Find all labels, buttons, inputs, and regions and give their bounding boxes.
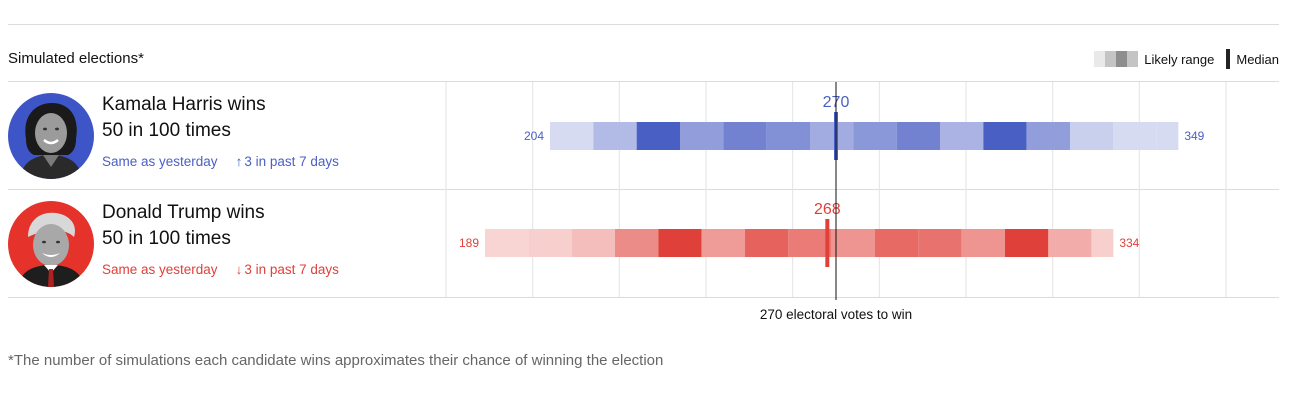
candidate-name: Donald Trump wins <box>102 202 265 223</box>
daily-change: Same as yesterday <box>102 154 218 169</box>
range-bin <box>896 122 940 150</box>
range-bin <box>810 122 854 150</box>
row-divider <box>8 297 1279 298</box>
range-bin <box>701 229 745 257</box>
median-marker <box>825 219 830 267</box>
range-bin <box>940 122 984 150</box>
likely-range-label: Likely range <box>1144 51 1215 67</box>
range-max-label: 349 <box>1184 129 1204 143</box>
range-bin <box>1026 122 1070 150</box>
range-bin <box>636 122 680 150</box>
range-bin <box>918 229 962 257</box>
swatch-cell <box>1127 51 1139 67</box>
trump-avatar <box>8 201 94 287</box>
range-bin <box>485 229 529 257</box>
swatch-cell <box>1105 51 1117 67</box>
range-bin <box>853 122 897 150</box>
median-value-label: 268 <box>814 201 841 218</box>
harris-avatar <box>8 93 94 179</box>
candidate-row-trump: Donald Trump wins 50 in 100 times Same a… <box>8 190 438 297</box>
candidate-change: Same as yesterday ↑ 3 in past 7 days <box>102 154 357 169</box>
range-bin <box>615 229 659 257</box>
section-title: Simulated elections* <box>8 50 144 67</box>
weekly-change: 3 in past 7 days <box>244 154 339 169</box>
legend: Likely range Median <box>1094 49 1279 69</box>
range-bin <box>658 229 702 257</box>
threshold-label: 270 electoral votes to win <box>760 307 912 322</box>
range-bin <box>1005 229 1049 257</box>
candidate-name: Kamala Harris wins <box>102 94 266 115</box>
range-bin <box>593 122 637 150</box>
candidate-row-harris: Kamala Harris wins 50 in 100 times Same … <box>8 82 438 189</box>
range-bin <box>571 229 615 257</box>
range-bin <box>1156 122 1179 150</box>
weekly-change: 3 in past 7 days <box>244 262 339 277</box>
down-arrow-icon: ↓ <box>235 262 243 277</box>
candidate-change: Same as yesterday ↓ 3 in past 7 days <box>102 262 357 277</box>
daily-change: Same as yesterday <box>102 262 218 277</box>
range-min-label: 204 <box>524 129 544 143</box>
swatch-cell <box>1094 51 1106 67</box>
range-bin <box>766 122 810 150</box>
up-arrow-icon: ↑ <box>235 154 243 169</box>
median-swatch <box>1226 49 1231 69</box>
top-divider <box>8 24 1279 25</box>
range-bin <box>1113 122 1157 150</box>
range-bin <box>831 229 875 257</box>
likely-range-swatch <box>1094 51 1139 67</box>
swatch-cell <box>1116 51 1128 67</box>
median-label: Median <box>1236 51 1279 67</box>
row-divider <box>8 81 1279 82</box>
range-bin <box>680 122 724 150</box>
range-bin <box>745 229 789 257</box>
range-min-label: 189 <box>459 236 479 250</box>
range-bin <box>983 122 1027 150</box>
range-bin <box>788 229 832 257</box>
range-bin <box>875 229 919 257</box>
candidate-odds: 50 in 100 times <box>102 228 231 249</box>
range-bin <box>1048 229 1092 257</box>
range-bin <box>723 122 767 150</box>
range-bin <box>550 122 594 150</box>
range-bin <box>961 229 1005 257</box>
range-bin <box>1091 229 1114 257</box>
range-bin <box>528 229 572 257</box>
row-divider <box>8 189 1279 190</box>
footnote: *The number of simulations each candidat… <box>8 352 664 369</box>
range-bin <box>1070 122 1114 150</box>
candidate-odds: 50 in 100 times <box>102 120 231 141</box>
range-max-label: 334 <box>1119 236 1139 250</box>
